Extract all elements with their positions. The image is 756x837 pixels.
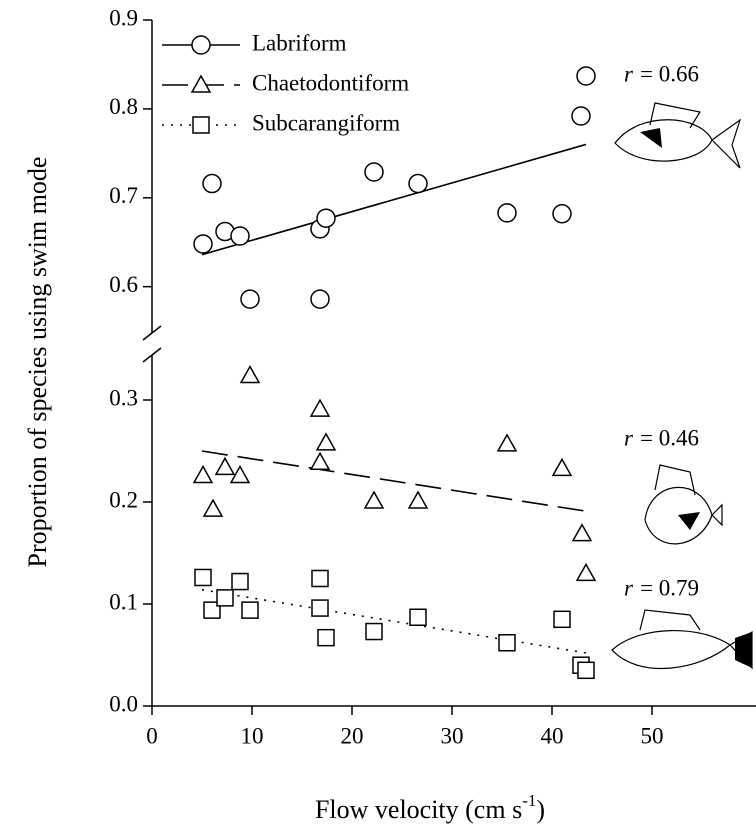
point [311,569,329,588]
point [364,162,384,182]
annotation-symbol: r [624,61,634,86]
point [240,289,260,309]
point [231,572,249,591]
legend-label: Labriform [252,30,347,55]
point [575,562,597,582]
x-axis-label: Flow velocity (cm s-1) [315,791,545,824]
point [551,457,573,477]
point [317,628,335,647]
annotation: = 0.46 [640,425,699,450]
point [409,608,427,627]
point [194,568,212,587]
legend-label: Subcarangiform [252,110,400,135]
fit-line [201,588,587,654]
y-axis-label: Proportion of species using swim mode [23,157,52,568]
annotation: = 0.79 [640,575,699,600]
point [498,634,516,652]
y-tick-label: 0.7 [109,183,138,208]
point [241,601,259,619]
fish-icon [611,609,753,670]
point [365,622,383,641]
point [192,464,214,484]
point [552,204,572,224]
x-axis-label-sup: -1 [522,791,536,810]
y-tick-label: 0.1 [109,589,138,614]
point [496,433,518,452]
x-tick-label: 30 [441,723,464,748]
point [310,289,330,309]
x-tick-label: 0 [146,723,158,748]
annotation-symbol: r [624,575,634,600]
x-tick-label: 50 [641,723,664,748]
y-tick-label: 0.0 [109,691,138,716]
fish-icons [611,102,753,670]
series [193,66,596,309]
fish-icon [614,102,742,169]
fit-line [201,143,587,256]
point [309,451,331,470]
legend-marker [190,74,212,93]
annotation-symbol: r [624,425,634,450]
axis-break [142,325,162,341]
point [571,106,591,126]
legend-marker [192,116,210,134]
point [497,203,517,223]
point [577,661,595,680]
point [316,208,336,228]
x-axis-label-part: Flow velocity (cm s [315,795,522,824]
x-axis-label-part: ) [536,795,545,824]
axis-break [142,347,162,363]
series [192,364,597,582]
y-tick-label: 0.2 [109,487,138,512]
point [216,589,234,607]
point [230,226,250,246]
point [202,498,224,517]
y-tick-label: 0.8 [109,94,138,119]
point [407,490,429,509]
point [214,456,236,476]
x-tick-label: 20 [341,723,364,748]
point [239,364,261,384]
point [203,601,221,619]
legend-marker [191,35,211,55]
x-tick-label: 40 [541,723,564,748]
point [202,173,222,194]
y-tick-label: 0.9 [109,5,138,30]
point [193,234,213,254]
fish-icon [644,464,723,545]
y-tick-label: 0.3 [109,385,138,410]
fit-line [201,450,587,512]
series [194,568,595,680]
point [553,610,571,629]
point [311,599,329,617]
point [571,523,593,542]
point [576,66,596,86]
y-tick-label: 0.6 [109,272,138,297]
point [315,432,337,451]
x-tick-label: 10 [241,723,264,748]
legend-label: Chaetodontiform [252,70,409,95]
point [309,398,331,417]
point [363,490,385,509]
point [408,173,428,194]
point [229,464,251,484]
annotation: = 0.66 [640,61,699,86]
